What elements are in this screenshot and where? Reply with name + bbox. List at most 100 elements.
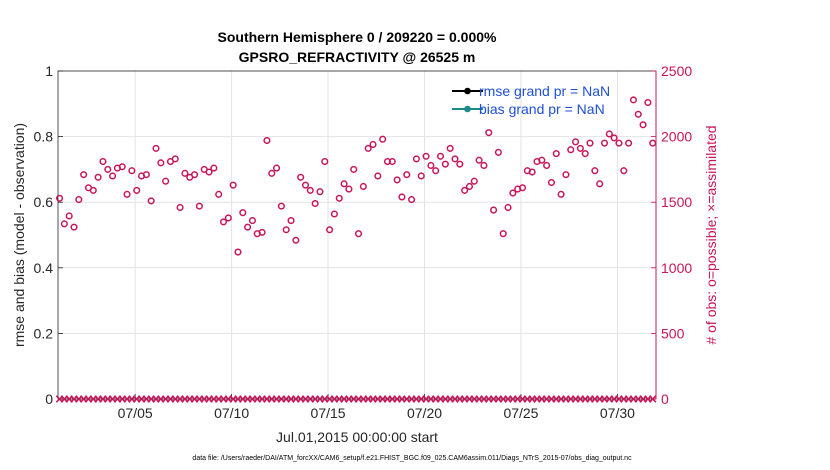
obs-possible-point	[273, 164, 281, 172]
obs-possible-point	[311, 199, 319, 208]
legend-bias-label: bias grand pr = NaN	[479, 101, 605, 117]
obs-possible-point	[326, 226, 334, 234]
obs-possible-point	[543, 161, 551, 170]
obs-possible-point	[398, 193, 406, 201]
obs-possible-point	[615, 139, 623, 147]
obs-possible-point	[80, 171, 88, 179]
obs-possible-point	[268, 169, 276, 177]
obs-possible-point	[547, 178, 555, 187]
obs-possible-point	[147, 197, 155, 205]
obs-possible-point	[528, 168, 536, 176]
left-y-tick-label: 0	[45, 391, 53, 407]
obs-possible-point	[162, 177, 170, 185]
obs-possible-point	[581, 150, 589, 158]
obs-possible-point	[567, 146, 575, 154]
obs-possible-point	[417, 172, 425, 180]
obs-possible-point	[282, 226, 290, 234]
obs-possible-point	[518, 184, 527, 192]
right-y-tick-label: 0	[661, 391, 669, 407]
legend-rmse-label: rmse grand pr = NaN	[479, 83, 610, 99]
obs-possible-point	[181, 169, 189, 177]
obs-possible-point	[244, 223, 252, 231]
obs-possible-series	[55, 96, 657, 256]
obs-possible-point	[644, 98, 652, 107]
obs-possible-point	[65, 212, 73, 220]
data-file-footer: data file: /Users/raeder/DAI/ATM_forcXX/…	[192, 455, 632, 462]
obs-possible-point	[649, 139, 657, 147]
obs-possible-point	[354, 230, 363, 238]
obs-possible-point	[70, 223, 78, 231]
obs-possible-point	[195, 202, 203, 210]
x-tick-label: 07/10	[214, 405, 249, 421]
obs-possible-point	[591, 167, 599, 175]
x-tick-label: 07/05	[118, 405, 153, 421]
obs-possible-point	[277, 202, 285, 210]
right-y-tick-label: 500	[661, 325, 685, 341]
obs-possible-point	[485, 129, 493, 137]
obs-possible-point	[388, 157, 396, 166]
x-marker-stroke	[648, 395, 657, 403]
left-y-axis: 0 0.2 0.4 0.6 0.8 1	[34, 63, 63, 407]
obs-possible-point	[465, 182, 474, 191]
x-tick-label: 07/15	[311, 405, 346, 421]
obs-possible-point	[446, 144, 454, 152]
grid-lines	[58, 70, 656, 400]
obs-possible-point	[586, 139, 594, 147]
obs-possible-point	[383, 157, 392, 166]
obs-possible-point	[55, 194, 64, 202]
obs-possible-point	[441, 160, 449, 168]
obs-possible-point	[142, 171, 150, 179]
chart-title-line-1: Southern Hemisphere 0 / 209220 = 0.000%	[218, 29, 498, 45]
left-y-tick-label: 0.8	[34, 129, 54, 145]
obs-possible-point	[490, 206, 498, 214]
obs-possible-point	[432, 167, 440, 175]
x-axis-label: Jul.01,2015 00:00:00 start	[276, 429, 438, 445]
right-y-axis: 0 500 1000 1500 2000 2500	[651, 63, 692, 407]
plot-area	[57, 70, 657, 400]
obs-possible-point	[340, 180, 348, 188]
obs-assimilated-series	[55, 395, 657, 403]
obs-assimilated-point	[648, 395, 657, 403]
obs-possible-point	[171, 155, 179, 163]
left-y-tick-label: 0.4	[34, 260, 54, 276]
obs-possible-point	[562, 171, 570, 179]
obs-possible-point	[427, 161, 435, 170]
obs-possible-point	[610, 134, 618, 142]
obs-possible-point	[99, 157, 107, 166]
left-y-tick-label: 0.6	[34, 194, 54, 210]
obs-possible-point	[215, 190, 223, 198]
chart-title-line-2: GPSRO_REFRACTIVITY @ 26525 m	[239, 49, 476, 65]
left-y-tick-label: 1	[45, 63, 53, 79]
obs-possible-point	[605, 130, 613, 138]
obs-possible-point	[89, 186, 97, 194]
right-y-tick-label: 1500	[661, 194, 692, 210]
obs-possible-point	[109, 172, 117, 180]
right-y-tick-label: 2500	[661, 63, 692, 79]
obs-possible-point	[123, 190, 131, 198]
obs-possible-point	[191, 171, 199, 179]
obs-possible-point	[600, 139, 609, 147]
obs-possible-point	[364, 144, 372, 152]
obs-possible-point	[263, 136, 271, 145]
obs-possible-point	[239, 209, 247, 217]
obs-possible-point	[422, 152, 430, 160]
x-tick-label: 07/25	[503, 405, 538, 421]
legend-bias-marker	[464, 105, 471, 113]
obs-possible-point	[210, 164, 218, 172]
obs-possible-point	[219, 218, 228, 226]
obs-possible-point	[557, 190, 565, 198]
obs-possible-point	[229, 181, 237, 189]
obs-possible-point	[258, 228, 266, 236]
obs-possible-point	[345, 185, 353, 193]
obs-possible-point	[552, 150, 560, 158]
obs-possible-point	[234, 248, 242, 256]
obs-possible-point	[639, 121, 647, 129]
obs-possible-point	[475, 156, 483, 164]
obs-possible-point	[499, 230, 507, 238]
obs-possible-point	[94, 173, 102, 181]
obs-possible-point	[436, 152, 445, 160]
obs-possible-point	[321, 157, 329, 166]
obs-possible-point	[374, 172, 382, 180]
right-y-tick-label: 2000	[661, 129, 692, 145]
